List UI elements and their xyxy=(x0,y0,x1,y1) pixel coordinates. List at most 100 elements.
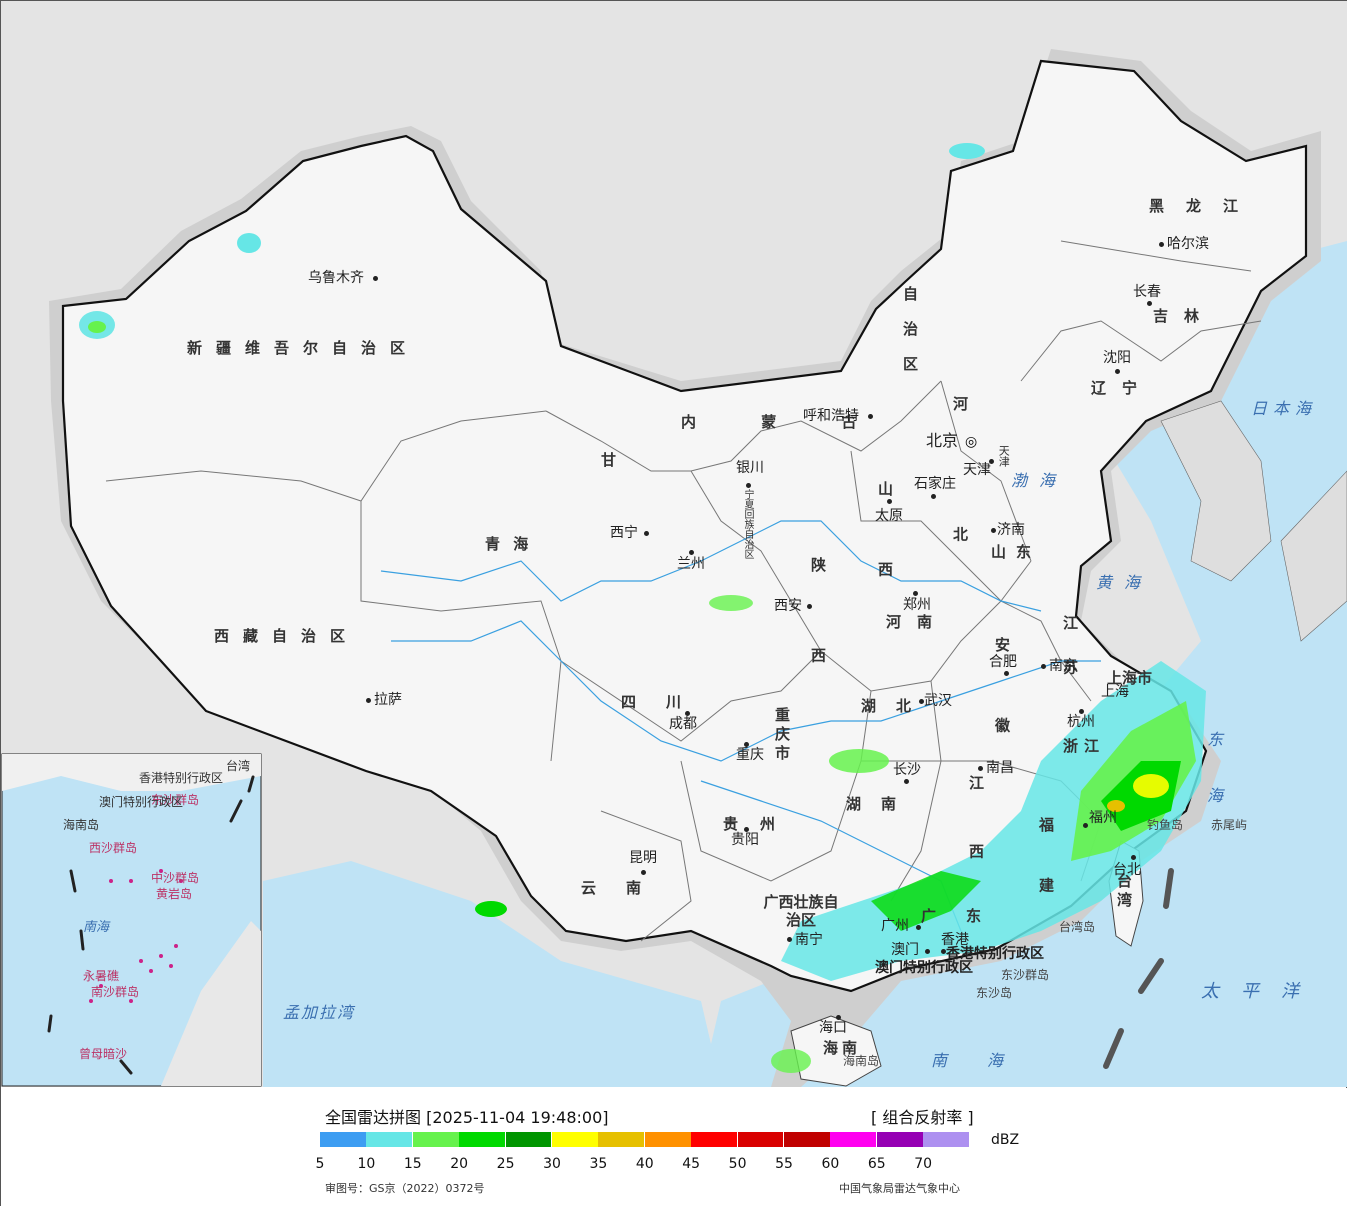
legend-tick: 30 xyxy=(543,1156,561,1172)
city-chengdu: 成都 xyxy=(669,716,697,732)
legend-swatch xyxy=(784,1132,830,1147)
province-label-tianjin: 天津 xyxy=(997,445,1011,467)
city-kunming: 昆明 xyxy=(629,850,657,866)
legend-swatch xyxy=(412,1132,459,1147)
city-guangzhou: 广州 xyxy=(881,918,909,934)
legend-tick: 20 xyxy=(450,1156,469,1172)
legend-swatch xyxy=(923,1132,970,1147)
sea-taipingyang: 太平洋 xyxy=(1201,981,1321,1002)
label-chiwei: 赤尾屿 xyxy=(1211,818,1248,832)
city-nanning: 南宁 xyxy=(795,932,823,948)
sea-riben: 日本海 xyxy=(1251,399,1318,418)
city-nanchang: 南昌 xyxy=(986,760,1014,776)
label-mo-sar: 澳门特别行政区 xyxy=(875,960,973,976)
inset-label-zhongsha: 中沙群岛 xyxy=(151,871,200,885)
inset-label-hk: 香港特别行政区 xyxy=(139,771,224,785)
inset-label-xisha: 西沙群岛 xyxy=(89,841,138,855)
japan-land xyxy=(1280,470,1347,642)
hainan-land xyxy=(790,1015,882,1087)
legend-tick: 35 xyxy=(589,1156,608,1172)
inset-dashes xyxy=(47,775,255,1075)
province-label-qinghai: 青 海 xyxy=(485,535,533,553)
city-hangzhou: 杭州 xyxy=(1067,714,1095,730)
city-beijing: 北京 xyxy=(926,431,959,450)
province-label-hubei: 湖北 xyxy=(861,697,932,715)
sea-nanhai: 南海 xyxy=(931,1051,1044,1070)
inset-label-mo: 澳门特别行政区 xyxy=(99,795,184,809)
province-label-fujian: 福 建 xyxy=(1037,817,1055,913)
city-yinchuan: 银川 xyxy=(736,460,764,476)
legend-tick: 40 xyxy=(635,1156,654,1172)
legend-swatch xyxy=(876,1132,923,1147)
province-label-jiangsu: 江 苏 xyxy=(1061,615,1079,687)
city-chongqing: 重庆 xyxy=(736,747,764,763)
province-label-xizang: 西藏自治区 xyxy=(214,627,360,645)
legend-tick: 45 xyxy=(682,1156,701,1172)
sea-donghai: 东海 xyxy=(1204,731,1223,843)
province-label-guangdong: 广东 xyxy=(921,907,1012,925)
label-taiwan-island: 台湾岛 xyxy=(1059,920,1096,934)
province-label-guangxi: 广西壮族自治区 xyxy=(763,893,839,929)
legend-tick: 70 xyxy=(914,1156,933,1172)
province-label-gansu: 甘 xyxy=(601,451,617,469)
legend-swatch xyxy=(459,1132,506,1147)
inset-label-nanhai: 南海 xyxy=(83,920,110,935)
legend-swatch xyxy=(644,1132,691,1147)
legend-swatch xyxy=(366,1132,413,1147)
province-label-henan: 河南 xyxy=(886,613,949,631)
province-label-yunnan: 云南 xyxy=(581,879,672,897)
province-label-jiangxi: 江 西 xyxy=(967,775,985,883)
legend-swatch xyxy=(320,1132,366,1147)
radar-echoes xyxy=(79,143,1206,1073)
city-wuhan: 武汉 xyxy=(924,693,952,709)
label-hainan-island: 海南岛 xyxy=(843,1054,880,1068)
city-guiyang: 贵阳 xyxy=(731,832,759,848)
legend-tick: 60 xyxy=(821,1156,840,1172)
province-label-taiwan: 台湾 xyxy=(1115,873,1133,911)
china-land xyxy=(61,59,1308,993)
city-fuzhou: 福州 xyxy=(1089,810,1117,826)
legend-tick: 55 xyxy=(775,1156,793,1172)
bay-of-bengal xyxy=(263,861,721,1087)
province-label-hebei: 河 北 xyxy=(951,396,969,597)
province-label-shaanxi: 陕 西 xyxy=(809,557,827,698)
legend-tick: 5 xyxy=(315,1156,325,1172)
legend-title: 全国雷达拼图 [2025-11-04 19:48:00] xyxy=(325,1108,609,1127)
capital-icon: ◎ xyxy=(965,434,978,450)
province-label-hunan: 湖南 xyxy=(846,795,917,813)
inset-label-zengmu: 曾母暗沙 xyxy=(79,1047,128,1061)
inset-label-nansha: 南沙群岛 xyxy=(91,985,140,999)
label-hk-sar: 香港特别行政区 xyxy=(946,946,1044,962)
city-macau: 澳门 xyxy=(891,942,919,958)
radar-map[interactable]: 新疆维吾尔自治区 西藏自治区 青 海 甘 内 蒙 古 自治区 黑龙江 吉林 辽宁… xyxy=(1,1,1347,1087)
inset-label-hainan: 海南岛 xyxy=(63,818,100,832)
city-xian: 西安 xyxy=(774,598,802,614)
label-dongsha-island: 东沙岛 xyxy=(976,986,1013,1000)
legend-tick: 10 xyxy=(357,1156,376,1172)
sea-mengjialawan: 孟加拉湾 xyxy=(283,1003,356,1022)
inset-label-yongshu: 永暑礁 xyxy=(83,969,120,983)
legend-swatch xyxy=(505,1132,552,1147)
legend-tick: 25 xyxy=(496,1156,515,1172)
city-shanghai: 上海 xyxy=(1101,684,1129,700)
legend-swatch xyxy=(598,1132,645,1147)
legend-agency: 中国气象局雷达气象中心 xyxy=(839,1182,960,1195)
city-zhengzhou: 郑州 xyxy=(903,597,931,613)
province-label-sichuan: 四川 xyxy=(621,693,712,711)
legend-tick: 15 xyxy=(403,1156,422,1172)
province-label-hainan: 海南 xyxy=(823,1039,862,1057)
korea-land xyxy=(1160,400,1272,582)
city-taibei: 台北 xyxy=(1113,862,1141,878)
city-xining: 西宁 xyxy=(610,525,638,541)
legend-swatch xyxy=(691,1132,738,1147)
city-tianjin: 天津 xyxy=(963,462,991,478)
city-shenyang: 沈阳 xyxy=(1103,350,1131,366)
legend-swatch xyxy=(737,1132,784,1147)
province-label-neimenggu: 内 蒙 古 xyxy=(681,413,887,431)
inset-label-dongsha: 东沙群岛 xyxy=(151,793,200,807)
province-label-shandong: 山东 xyxy=(991,543,1042,561)
province-label-liaoning: 辽宁 xyxy=(1091,379,1154,397)
sea-huanghai: 黄海 xyxy=(1096,573,1153,592)
city-harbin: 哈尔滨 xyxy=(1167,236,1209,252)
province-label-chongqing: 重庆市 xyxy=(773,707,791,764)
